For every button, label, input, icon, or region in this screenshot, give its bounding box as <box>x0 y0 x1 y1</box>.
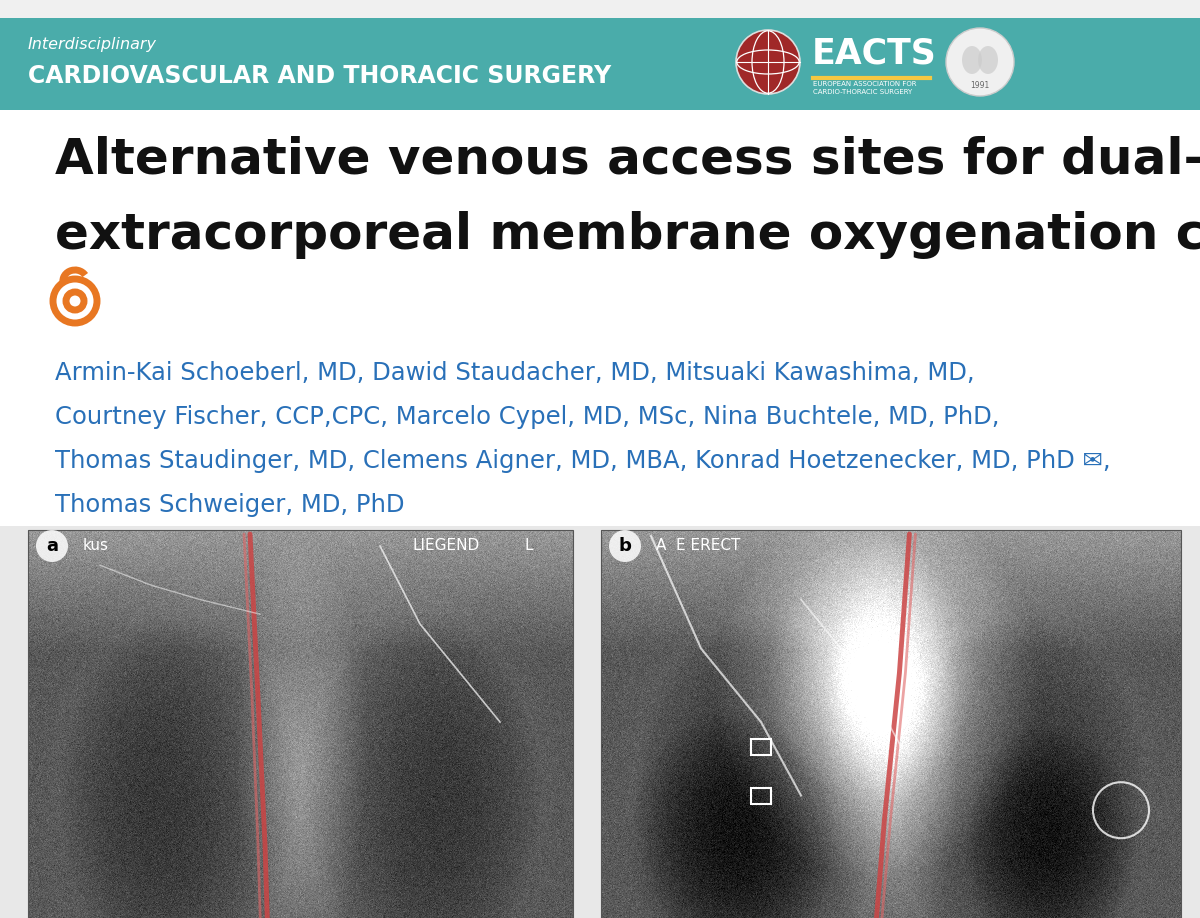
Bar <box>601 530 1181 918</box>
Text: CARDIOVASCULAR AND THORACIC SURGERY: CARDIOVASCULAR AND THORACIC SURGERY <box>28 64 611 88</box>
Text: Alternative venous access sites for dual–lumen: Alternative venous access sites for dual… <box>55 136 1200 184</box>
Text: kus: kus <box>83 538 109 553</box>
Text: extracorporeal membrane oxygenation cannulation: extracorporeal membrane oxygenation cann… <box>55 211 1200 259</box>
Bar <box>28 530 574 918</box>
Bar <box>751 788 772 803</box>
Text: EACTS: EACTS <box>812 37 937 71</box>
Text: A: A <box>656 538 666 553</box>
Ellipse shape <box>962 46 982 74</box>
Circle shape <box>946 28 1014 96</box>
Circle shape <box>736 30 800 94</box>
Text: L: L <box>526 538 534 553</box>
Text: Armin-Kai Schoeberl, MD, Dawid Staudacher, MD, Mitsuaki Kawashima, MD,: Armin-Kai Schoeberl, MD, Dawid Staudache… <box>55 361 974 385</box>
Text: Interdisciplinary: Interdisciplinary <box>28 37 157 51</box>
Text: Courtney Fischer, CCP,CPC, Marcelo Cypel, MD, MSc, Nina Buchtele, MD, PhD,: Courtney Fischer, CCP,CPC, Marcelo Cypel… <box>55 405 1000 429</box>
Text: 1991: 1991 <box>971 82 990 91</box>
Circle shape <box>36 530 68 562</box>
Bar <box>0 106 1200 110</box>
Text: Thomas Schweiger, MD, PhD: Thomas Schweiger, MD, PhD <box>55 493 404 517</box>
Text: LIEGEND: LIEGEND <box>413 538 480 553</box>
Bar <box>751 738 772 755</box>
Text: b: b <box>618 537 631 555</box>
Ellipse shape <box>978 46 998 74</box>
Text: Thomas Staudinger, MD, Clemens Aigner, MD, MBA, Konrad Hoetzenecker, MD, PhD ✉,: Thomas Staudinger, MD, Clemens Aigner, M… <box>55 449 1111 473</box>
Text: E ERECT: E ERECT <box>676 538 740 553</box>
Text: a: a <box>46 537 58 555</box>
Circle shape <box>610 530 641 562</box>
Text: EUROPEAN ASSOCIATION FOR
CARDIO-THORACIC SURGERY: EUROPEAN ASSOCIATION FOR CARDIO-THORACIC… <box>814 81 917 95</box>
